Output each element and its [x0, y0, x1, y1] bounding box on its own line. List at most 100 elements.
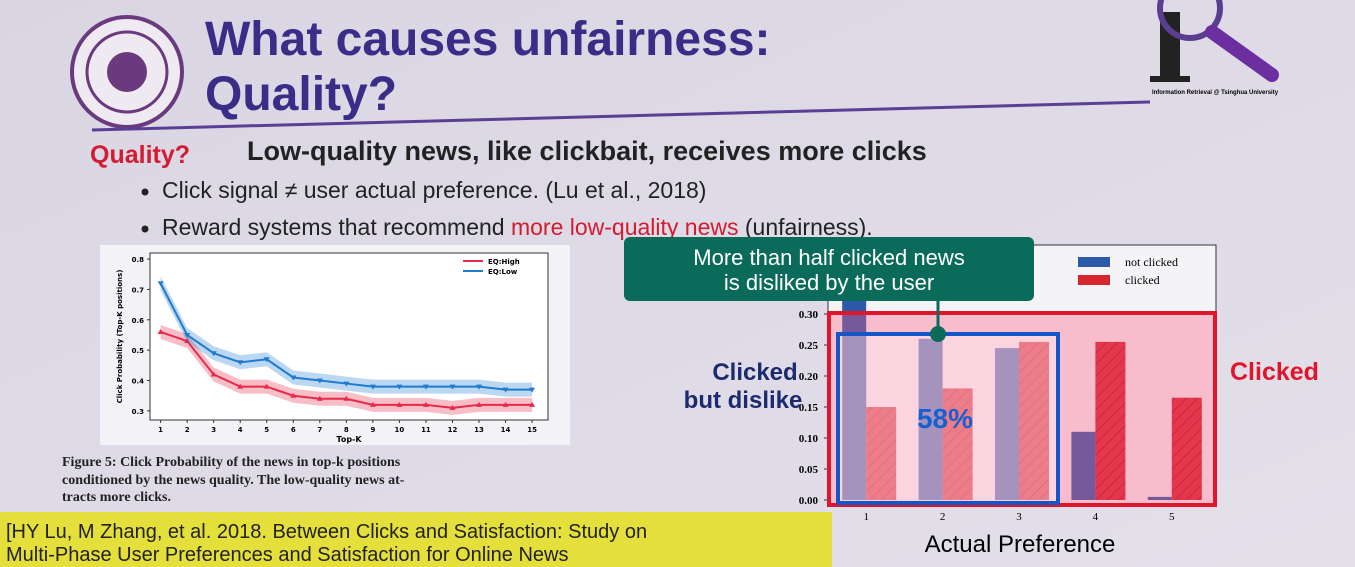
point — [210, 351, 217, 357]
reference: Multi-Phase User Preferences and Satisfa… — [6, 544, 568, 566]
x-tick-label: 4 — [1093, 511, 1099, 523]
point — [184, 338, 191, 344]
x-tick-label: 6 — [291, 426, 296, 434]
x-tick-label: 2 — [940, 511, 946, 523]
point — [263, 383, 270, 389]
legend-swatch — [1078, 257, 1110, 267]
percent-label: 58% — [917, 403, 973, 434]
legend-swatch — [1078, 275, 1110, 285]
x-tick-label: 1 — [863, 511, 869, 523]
x-tick-label: 2 — [185, 426, 190, 434]
point — [237, 360, 244, 366]
point — [502, 387, 509, 393]
x-tick-label: 8 — [344, 426, 349, 434]
x-tick-label: 15 — [527, 426, 537, 434]
bar — [1095, 341, 1126, 500]
caption: conditioned by the news quality. The low… — [62, 473, 405, 488]
point — [343, 395, 350, 401]
y-tick-label: 0.7 — [132, 286, 145, 294]
point — [449, 404, 456, 410]
title-rule — [91, 100, 1151, 132]
bullet: Reward systems that recommend more low-q… — [162, 214, 873, 240]
callout-text: More than half clicked news — [693, 245, 964, 270]
x-tick-label: 11 — [421, 426, 431, 434]
point — [369, 401, 376, 407]
point — [290, 392, 297, 398]
callout-dot — [930, 326, 946, 342]
confidence-band — [160, 276, 533, 397]
y-axis-label: Click Probability (Top-K positions) — [116, 270, 124, 404]
x-axis-label: Top-K — [336, 435, 362, 444]
confidence-band — [160, 324, 533, 415]
point — [369, 384, 376, 390]
bar — [918, 338, 943, 500]
x-tick-label: 5 — [1169, 511, 1175, 523]
x-tick-label: 3 — [1016, 511, 1022, 523]
y-tick-label: 0.15 — [799, 402, 819, 414]
point — [237, 383, 244, 389]
point — [396, 401, 403, 407]
y-tick-label: 0.25 — [799, 340, 819, 352]
bullet: Click signal ≠ user actual preference. (… — [162, 177, 706, 203]
point — [422, 384, 429, 390]
dislike-box — [836, 332, 1060, 505]
title: What causes unfairness: — [205, 13, 771, 66]
legend-label: EQ:Low — [488, 268, 518, 276]
bullet-dot — [141, 225, 149, 233]
callout — [624, 237, 1034, 301]
heading-label: Quality? — [90, 141, 190, 169]
heading: Low-quality news, like clickbait, receiv… — [247, 136, 927, 166]
y-tick-label: 0.5 — [132, 347, 145, 355]
annotation: Clicked — [1230, 358, 1319, 386]
logo-caption: Information Retrieval @ Tsinghua Univers… — [1152, 90, 1279, 96]
point — [529, 401, 536, 407]
bar — [1147, 496, 1172, 500]
y-tick-label: 0.30 — [799, 309, 819, 321]
y-tick-label: 0.8 — [132, 256, 145, 264]
y-tick-label: 0.20 — [799, 371, 819, 383]
point — [210, 371, 217, 377]
reference: [HY Lu, M Zhang, et al. 2018. Between Cl… — [6, 521, 647, 543]
bar — [942, 388, 973, 500]
y-tick-label: 0.05 — [799, 464, 819, 476]
point — [157, 328, 164, 334]
reference-box — [0, 512, 832, 567]
point — [184, 332, 191, 338]
bullet-text: (unfairness). — [738, 214, 872, 240]
title: Quality? — [205, 68, 397, 121]
plot-frame — [149, 252, 549, 421]
x-tick-label: 13 — [474, 426, 484, 434]
y-tick-label: 0.6 — [132, 317, 145, 325]
point — [476, 384, 483, 390]
x-tick-label: 7 — [317, 426, 322, 434]
x-tick-label: 12 — [448, 426, 458, 434]
y-tick-label: 0.10 — [799, 433, 819, 445]
ir-logo: Information Retrieval @ Tsinghua Univers… — [1150, 0, 1279, 96]
university-seal — [70, 15, 184, 129]
point — [263, 357, 270, 363]
point — [316, 395, 323, 401]
bullet-highlight: more low-quality news — [511, 214, 739, 240]
caption: tracts more clicks. — [62, 490, 171, 505]
point — [290, 375, 297, 381]
legend-label: clicked — [1125, 273, 1160, 287]
x-tick-label: 9 — [370, 426, 375, 434]
y-tick-label: 0.4 — [132, 378, 145, 386]
y-tick-label: 0.3 — [132, 408, 145, 416]
x-tick-label: 1 — [158, 426, 163, 434]
x-tick-label: 10 — [395, 426, 405, 434]
bar-chart: 0.00 0.05 0.10 0.15 0.20 0.25 0.30 1 2 3 4 5 Actual … — [799, 255, 1202, 558]
bullet-dot — [141, 188, 149, 196]
x-axis-label: Actual Preference — [925, 531, 1116, 558]
point — [396, 384, 403, 390]
line-chart: 0.30.40.50.60.70.81 2 3 4 5 6 7 8 9 10 11 12 13 14 15T… — [116, 252, 549, 444]
bar — [866, 407, 897, 500]
point — [449, 384, 456, 390]
bar — [1071, 431, 1096, 500]
legend-label: not clicked — [1125, 255, 1178, 269]
point — [157, 281, 164, 287]
bar — [1019, 341, 1049, 500]
point — [422, 401, 429, 407]
